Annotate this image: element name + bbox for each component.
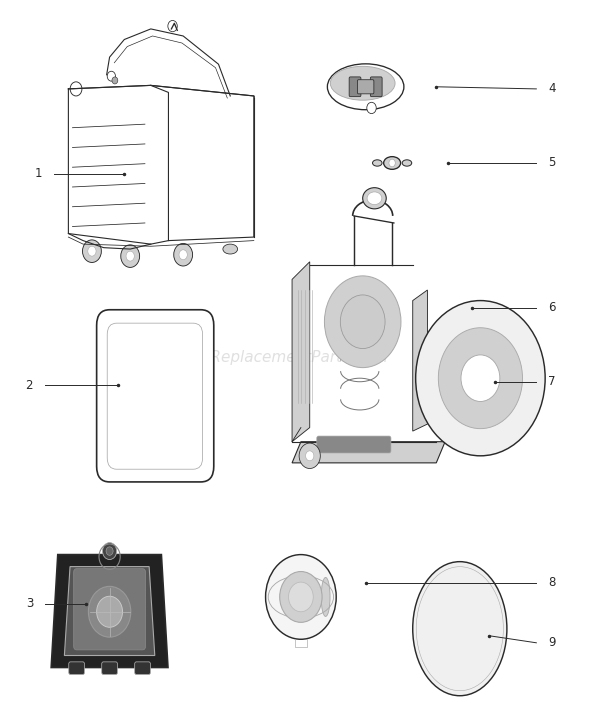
Circle shape	[389, 159, 395, 167]
Circle shape	[126, 251, 135, 261]
Circle shape	[324, 276, 401, 368]
Circle shape	[168, 21, 177, 32]
Circle shape	[112, 77, 118, 84]
Text: 8: 8	[548, 576, 555, 590]
Polygon shape	[292, 442, 445, 463]
Circle shape	[107, 71, 116, 81]
Circle shape	[266, 554, 336, 639]
Text: 4: 4	[548, 83, 556, 95]
Text: eReplacementParts.com: eReplacementParts.com	[202, 349, 388, 365]
FancyBboxPatch shape	[358, 80, 374, 94]
FancyBboxPatch shape	[101, 662, 117, 674]
Circle shape	[103, 542, 117, 559]
FancyBboxPatch shape	[74, 568, 146, 650]
Ellipse shape	[402, 160, 412, 166]
Ellipse shape	[367, 192, 382, 204]
Circle shape	[299, 443, 320, 469]
Circle shape	[289, 582, 313, 612]
Circle shape	[88, 246, 96, 256]
Circle shape	[106, 547, 113, 555]
Text: 6: 6	[548, 301, 556, 314]
Circle shape	[97, 596, 123, 627]
Circle shape	[306, 451, 314, 461]
Text: 5: 5	[548, 156, 555, 170]
Ellipse shape	[330, 66, 395, 100]
Circle shape	[88, 586, 131, 637]
Polygon shape	[64, 566, 155, 655]
Text: 9: 9	[548, 636, 556, 649]
Polygon shape	[413, 290, 427, 431]
Polygon shape	[292, 262, 310, 442]
Circle shape	[121, 245, 140, 267]
Circle shape	[461, 355, 500, 402]
FancyBboxPatch shape	[135, 662, 150, 674]
FancyBboxPatch shape	[349, 77, 361, 97]
FancyBboxPatch shape	[317, 436, 391, 453]
Text: 1: 1	[34, 167, 42, 180]
FancyBboxPatch shape	[97, 310, 214, 482]
Circle shape	[280, 571, 322, 622]
Text: 2: 2	[25, 379, 33, 392]
Ellipse shape	[327, 64, 404, 110]
Ellipse shape	[372, 160, 382, 166]
Ellipse shape	[363, 187, 386, 209]
FancyBboxPatch shape	[371, 77, 382, 97]
Circle shape	[70, 82, 82, 96]
Circle shape	[340, 295, 385, 349]
Circle shape	[438, 328, 523, 428]
Ellipse shape	[223, 244, 238, 254]
Text: 7: 7	[548, 375, 556, 388]
Polygon shape	[51, 554, 168, 667]
Ellipse shape	[413, 561, 507, 696]
Circle shape	[367, 103, 376, 114]
Ellipse shape	[321, 578, 330, 617]
Text: 3: 3	[26, 597, 33, 610]
FancyBboxPatch shape	[69, 662, 84, 674]
Ellipse shape	[384, 157, 401, 170]
Circle shape	[179, 250, 187, 259]
Circle shape	[416, 300, 545, 456]
Circle shape	[173, 243, 192, 266]
Circle shape	[83, 240, 101, 262]
FancyBboxPatch shape	[107, 323, 202, 469]
